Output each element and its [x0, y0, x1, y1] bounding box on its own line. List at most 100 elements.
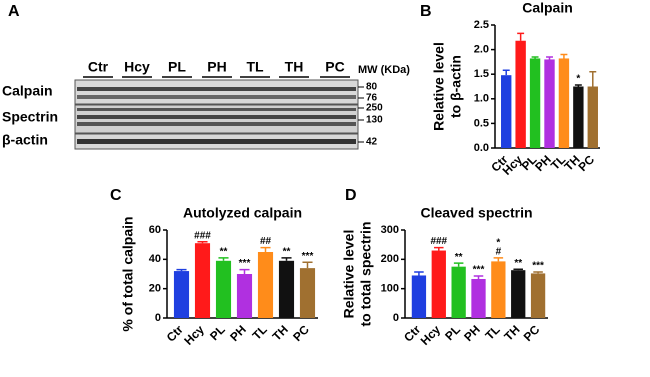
mw-label: 250 — [366, 103, 383, 114]
y-tick-label: 40 — [149, 253, 161, 265]
x-tick-label: TH — [501, 322, 522, 343]
significance: # — [496, 247, 502, 258]
lane-label: PH — [207, 59, 226, 75]
error-bar — [197, 240, 208, 244]
y-axis-label: % of total calpain — [120, 216, 136, 331]
y-tick-label: 300 — [381, 224, 399, 236]
significance: * — [576, 74, 580, 85]
error-bar — [533, 271, 543, 274]
x-tick-label: TL — [250, 322, 270, 342]
bar — [194, 243, 211, 318]
bar — [451, 266, 466, 318]
y-axis-label: Relative level — [431, 42, 447, 131]
bar — [544, 59, 555, 148]
x-tick-label: PC — [521, 322, 543, 344]
error-bar — [574, 84, 582, 87]
y-axis-label: to β-actin — [448, 55, 464, 118]
panel-letter: A — [8, 3, 20, 20]
y-tick-label: 2.5 — [474, 19, 489, 31]
significance: *** — [473, 265, 485, 276]
row-label: Calpain — [2, 83, 53, 99]
y-tick-label: 100 — [381, 283, 399, 295]
error-bar — [513, 268, 523, 271]
mw-label: 76 — [366, 93, 378, 104]
significance: ** — [455, 252, 463, 263]
bar — [411, 275, 427, 318]
y-tick-label: 2.0 — [474, 44, 489, 56]
significance: *** — [302, 251, 314, 262]
error-bar — [473, 275, 484, 279]
y-tick-label: 200 — [381, 253, 399, 265]
bar — [215, 260, 232, 318]
panel-letter: B — [420, 3, 432, 20]
significance: *** — [239, 258, 251, 269]
lane-label: TH — [285, 59, 304, 75]
significance: ** — [283, 247, 291, 258]
bar — [529, 58, 541, 148]
chart-title: Autolyzed calpain — [183, 205, 302, 221]
error-bar — [531, 56, 539, 59]
x-tick-label: PC — [575, 152, 597, 174]
significance: ** — [514, 258, 522, 269]
panel-letter: C — [110, 187, 122, 204]
lane-label: Hcy — [124, 59, 150, 75]
x-tick-label: Hcy — [418, 322, 444, 348]
error-bar — [453, 262, 464, 267]
bar — [558, 58, 570, 148]
bar — [530, 273, 546, 318]
significance: ### — [194, 230, 211, 241]
lane-label: PC — [325, 59, 344, 75]
bar — [511, 270, 526, 318]
error-bar — [517, 32, 525, 41]
bar — [573, 86, 584, 148]
mw-header: MW (KDa) — [358, 64, 410, 76]
chart-title: Cleaved spectrin — [420, 205, 532, 221]
y-tick-label: 20 — [149, 283, 161, 295]
significance: *** — [532, 261, 544, 272]
error-bar — [560, 53, 568, 59]
bar — [501, 75, 512, 148]
lane-label: Ctr — [88, 59, 109, 75]
error-bar — [502, 69, 510, 76]
y-axis-label: Relative level — [341, 230, 357, 319]
error-bar — [414, 271, 424, 276]
significance: ** — [220, 247, 228, 258]
error-bar — [176, 268, 187, 272]
error-bar — [493, 257, 504, 262]
row-label: Spectrin — [2, 109, 58, 125]
bar — [431, 250, 446, 318]
lane-label: PL — [168, 59, 186, 75]
y-tick-label: 0.0 — [474, 142, 489, 154]
blot-image — [74, 79, 359, 150]
error-bar — [239, 268, 250, 274]
y-tick-label: 0 — [155, 312, 161, 324]
x-tick-label: Ctr — [164, 322, 186, 344]
significance: ### — [430, 236, 447, 247]
bar — [471, 278, 486, 318]
error-bar — [434, 246, 444, 251]
x-tick-label: TH — [270, 322, 291, 343]
bar — [236, 274, 253, 318]
x-tick-label: Hcy — [181, 322, 207, 348]
significance: ## — [260, 236, 272, 247]
error-bar — [218, 257, 229, 261]
x-tick-label: TL — [482, 322, 502, 342]
error-bar — [260, 246, 271, 252]
error-bar — [589, 70, 597, 87]
x-tick-label: PL — [207, 322, 228, 343]
bar — [587, 86, 598, 148]
error-bar — [281, 257, 292, 261]
mw-label: 80 — [366, 82, 378, 93]
x-tick-label: PH — [461, 322, 483, 344]
y-tick-label: 0 — [393, 312, 399, 324]
mw-label: 130 — [366, 115, 383, 126]
error-bar — [302, 261, 313, 269]
x-tick-label: PL — [442, 322, 463, 343]
y-tick-label: 60 — [149, 224, 161, 236]
bar — [257, 252, 274, 318]
chart-title: Calpain — [522, 0, 573, 16]
y-tick-label: 1.5 — [474, 68, 489, 80]
y-tick-label: 0.5 — [474, 117, 489, 129]
panel-letter: D — [345, 187, 357, 204]
